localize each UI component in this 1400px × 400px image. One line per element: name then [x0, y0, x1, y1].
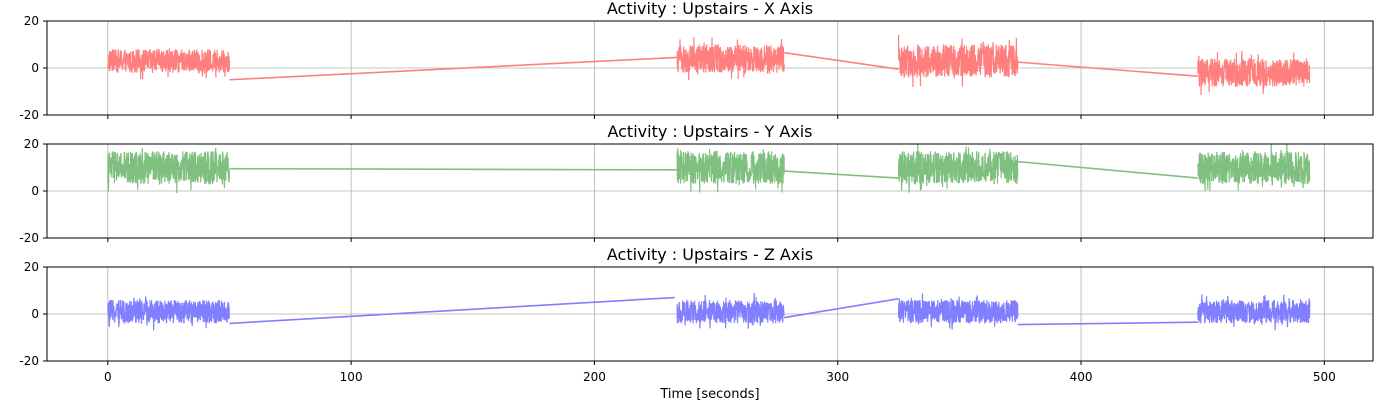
y-tick-label: -20	[19, 108, 39, 122]
y-tick-label: 20	[24, 14, 39, 28]
panel-2: -20 0 20 Activity : Upstairs - Y Axis	[19, 122, 1374, 245]
panel-title: Activity : Upstairs - X Axis	[607, 0, 813, 18]
signal-segment-3	[897, 35, 1019, 88]
signal-segment-2	[676, 148, 785, 193]
connector-line-2	[784, 170, 899, 179]
signal-segment-1	[107, 48, 231, 80]
panel-title: Activity : Upstairs - Z Axis	[607, 245, 813, 264]
signal-segment-1	[107, 147, 231, 194]
signal-segment-2	[676, 292, 785, 329]
y-tick-label: 20	[24, 260, 39, 274]
x-tick-label: 500	[1313, 370, 1336, 384]
signal-segment-1	[107, 296, 231, 331]
connector-line-2	[784, 297, 899, 319]
connector-line-1	[229, 167, 678, 171]
y-tick-label: 20	[24, 137, 39, 151]
y-tick-label: 0	[31, 307, 39, 321]
signal-segment-3	[897, 143, 1019, 193]
connector-line-1	[229, 296, 675, 325]
panel-3: 0 100 200 300 400 500 -20 0 20 Activity : Upstair…	[19, 245, 1374, 400]
connector-line-3	[1017, 61, 1198, 78]
signal-segment-4	[1197, 50, 1311, 96]
x-tick-label: 400	[1070, 370, 1093, 384]
signal-segment-3	[897, 293, 1019, 330]
signal-segment-4	[1197, 294, 1311, 331]
connector-line-1	[229, 56, 678, 81]
x-axis-label: Time [seconds]	[659, 387, 759, 400]
y-tick-label: 0	[31, 61, 39, 75]
connector-line-3	[1017, 160, 1198, 179]
panel-1: -20 0 20 Activity : Upstairs - X Axis	[19, 0, 1374, 122]
signal-segment-2	[676, 37, 785, 81]
signal-segment-4	[1197, 143, 1311, 191]
x-tick-label: 0	[104, 370, 112, 384]
connector-line-3	[1017, 321, 1198, 326]
x-tick-label: 300	[826, 370, 849, 384]
connector-line-2	[784, 51, 899, 70]
y-tick-label: -20	[19, 354, 39, 368]
x-tick-label: 100	[340, 370, 363, 384]
y-tick-label: 0	[31, 184, 39, 198]
x-tick-label: 200	[583, 370, 606, 384]
y-tick-label: -20	[19, 231, 39, 245]
panel-title: Activity : Upstairs - Y Axis	[607, 122, 812, 141]
